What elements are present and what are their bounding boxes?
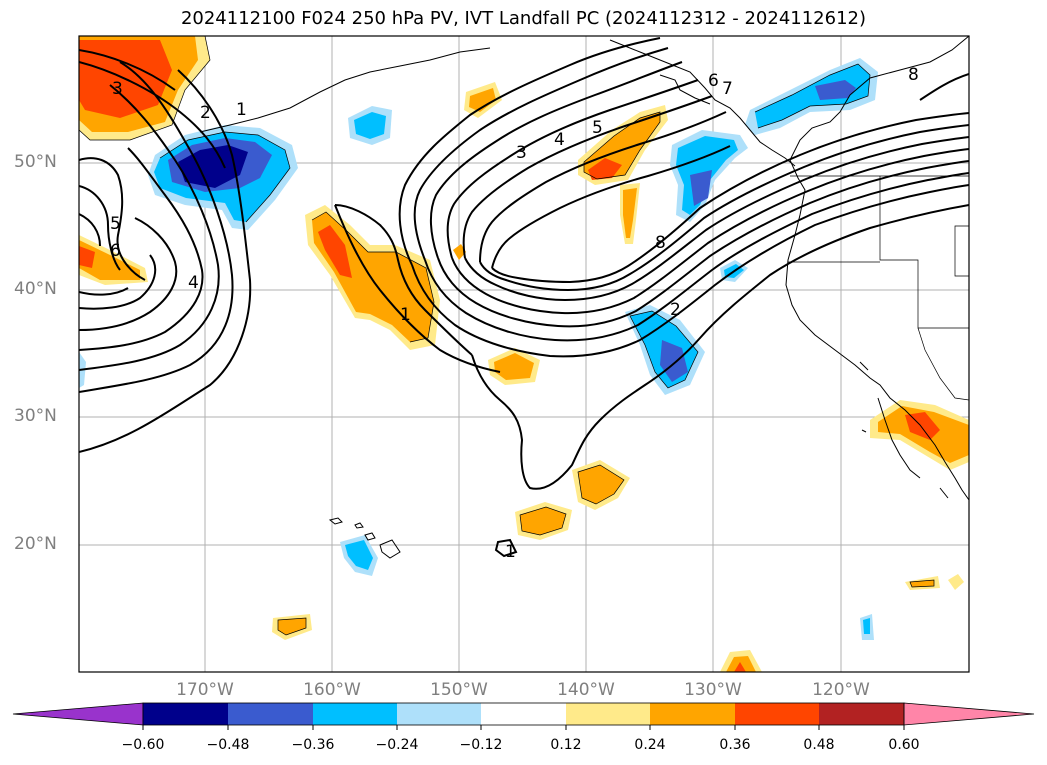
colorbar-tick-label: −0.24 <box>375 737 419 753</box>
contour-label: 2 <box>200 103 211 123</box>
contour-label: 6 <box>110 241 121 261</box>
contour-label: 8 <box>908 65 919 85</box>
coastlines <box>199 36 969 559</box>
contour-label: 5 <box>110 214 121 234</box>
contour-label: 1 <box>236 100 247 120</box>
map-title: 2024112100 F024 250 hPa PV, IVT Landfall… <box>180 8 867 29</box>
lat-label: 50°N <box>14 152 57 172</box>
colorbar-tick-label: 0.24 <box>634 737 666 753</box>
contour-label: 3 <box>112 79 123 99</box>
borders <box>788 175 969 401</box>
pv-contour-labels: 3 2 1 5 6 4 3 4 5 6 7 8 8 2 1 1 8 <box>110 65 919 562</box>
colorbar <box>12 702 1035 730</box>
positive-anomaly-shading <box>79 36 969 672</box>
pv-contours <box>79 37 969 558</box>
lon-label: 140°W <box>557 680 615 700</box>
lon-label: 130°W <box>684 680 742 700</box>
colorbar-tick-label: 0.60 <box>888 737 920 753</box>
contour-label: 1 <box>400 305 411 325</box>
colorbar-tick-label: 0.12 <box>550 737 582 753</box>
lat-label: 20°N <box>14 534 57 554</box>
colorbar-tick-label: 0.36 <box>719 737 751 753</box>
map-frame <box>78 35 970 673</box>
contour-label: 7 <box>722 79 733 99</box>
contour-label: 3 <box>516 143 527 163</box>
map-panel: 3 2 1 5 6 4 3 4 5 6 7 8 8 2 1 1 8 <box>79 36 969 672</box>
colorbar-tick-label: 0.48 <box>803 737 835 753</box>
lon-label: 160°W <box>303 680 361 700</box>
contour-label: 6 <box>708 71 719 91</box>
contour-label: 4 <box>188 273 199 293</box>
contour-label: 1 <box>505 542 516 562</box>
lon-label: 150°W <box>430 680 488 700</box>
lat-label: 30°N <box>14 406 57 426</box>
contour-label: 8 <box>655 233 666 253</box>
lon-label: 120°W <box>812 680 870 700</box>
colorbar-tick-label: −0.48 <box>206 737 250 753</box>
lon-label: 170°W <box>176 680 234 700</box>
lat-label: 40°N <box>14 279 57 299</box>
contour-label: 2 <box>670 300 681 320</box>
contour-label: 5 <box>592 118 603 138</box>
colorbar-tick-label: −0.60 <box>121 737 165 753</box>
colorbar-tick-label: −0.12 <box>459 737 503 753</box>
contour-label: 4 <box>554 130 565 150</box>
colorbar-tick-label: −0.36 <box>291 737 335 753</box>
